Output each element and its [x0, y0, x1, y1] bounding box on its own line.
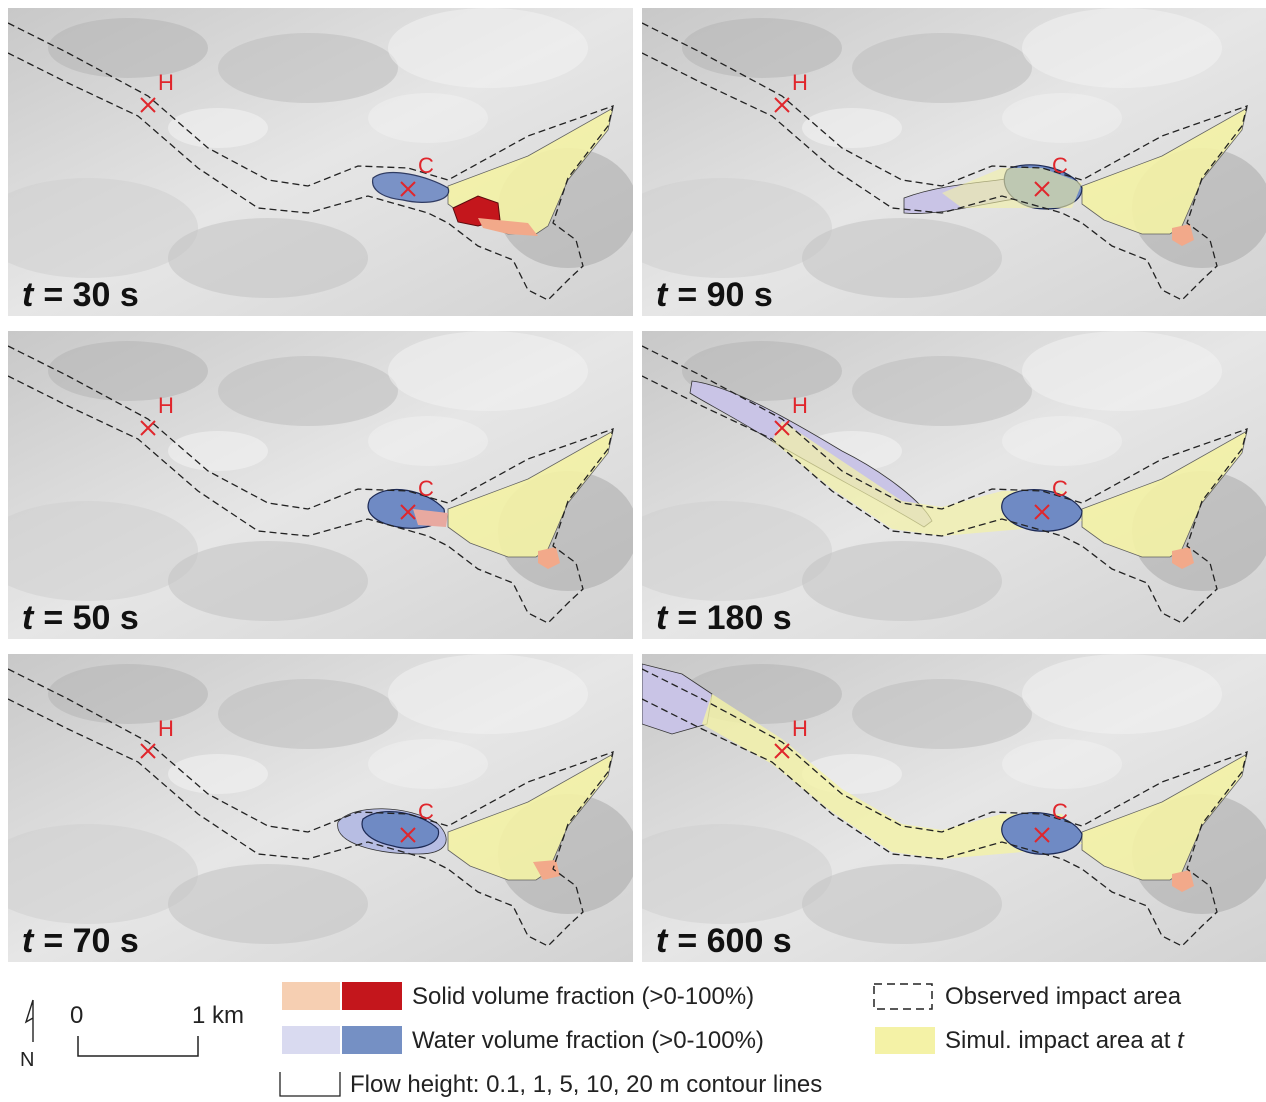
panel-map: H Ct= 180 s: [642, 331, 1266, 639]
panel-map: H Ct= 90 s: [642, 8, 1266, 316]
marker-c-label: C: [1052, 476, 1068, 501]
relief: [1002, 416, 1122, 466]
relief: [368, 739, 488, 789]
relief: [852, 33, 1032, 103]
marker-c-label: C: [418, 153, 434, 178]
scale-bar: [70, 1030, 210, 1064]
relief: [168, 754, 268, 794]
relief: [368, 93, 488, 143]
time-variable: t: [22, 922, 35, 960]
time-variable: t: [656, 599, 669, 637]
north-arrow-shape: [26, 1000, 33, 1042]
marker-c-label: C: [1052, 153, 1068, 178]
time-value: = 70 s: [43, 922, 138, 960]
legend-simulated-text: Simul. impact area at: [945, 1027, 1170, 1054]
relief: [852, 356, 1032, 426]
marker-h-label: H: [792, 716, 808, 741]
contour-swatch-line: [280, 1072, 340, 1096]
legend-observed: Observed impact area: [945, 983, 1181, 1011]
scale-bar-line: [78, 1036, 198, 1056]
page: { "panels": [ {"variable": "t", "time": …: [0, 0, 1266, 1102]
observed-swatch: [872, 982, 936, 1012]
relief: [802, 108, 902, 148]
time-value: = 600 s: [677, 922, 791, 960]
time-variable: t: [656, 276, 669, 314]
marker-c-label: C: [418, 476, 434, 501]
marker-h-label: H: [792, 393, 808, 418]
north-arrow: [18, 996, 48, 1046]
relief: [218, 679, 398, 749]
relief: [1002, 739, 1122, 789]
relief: [1002, 93, 1122, 143]
relief: [168, 541, 368, 621]
relief: [368, 416, 488, 466]
solid-swatch-high: [342, 982, 402, 1010]
map-panel: H Ct= 70 s: [8, 654, 633, 962]
time-variable: t: [22, 599, 35, 637]
legend-simulated-variable: t: [1177, 1027, 1184, 1054]
time-variable: t: [22, 276, 35, 314]
relief: [852, 679, 1032, 749]
time-value: = 50 s: [43, 599, 138, 637]
time-label: t= 600 s: [656, 922, 792, 960]
simulated-swatch: [875, 1027, 935, 1054]
relief: [1022, 8, 1222, 88]
relief: [802, 864, 1002, 944]
relief: [218, 33, 398, 103]
marker-h-label: H: [158, 393, 174, 418]
legend-solid: Solid volume fraction (>0-100%): [412, 983, 754, 1011]
time-value: = 30 s: [43, 276, 138, 314]
time-value: = 90 s: [677, 276, 772, 314]
relief: [168, 218, 368, 298]
time-variable: t: [656, 922, 669, 960]
relief: [388, 331, 588, 411]
panel-map: H Ct= 600 s: [642, 654, 1266, 962]
scale-start: 0: [70, 1002, 83, 1030]
time-value: = 180 s: [677, 599, 791, 637]
marker-h-label: H: [158, 70, 174, 95]
solid-swatch-low: [282, 982, 340, 1010]
legend-simulated: Simul. impact area at t: [945, 1027, 1184, 1055]
marker-h-label: H: [792, 70, 808, 95]
relief: [1022, 654, 1222, 734]
relief: [802, 541, 1002, 621]
relief: [218, 356, 398, 426]
relief: [1022, 331, 1222, 411]
panel-map: H Ct= 50 s: [8, 331, 633, 639]
relief: [388, 8, 588, 88]
time-label: t= 180 s: [656, 599, 792, 637]
relief: [48, 18, 208, 78]
relief: [48, 664, 208, 724]
legend-water: Water volume fraction (>0-100%): [412, 1027, 764, 1055]
north-label: N: [20, 1046, 34, 1074]
observed-swatch-rect: [874, 984, 932, 1009]
marker-c-label: C: [418, 799, 434, 824]
scale-end: 1 km: [192, 1002, 244, 1030]
water-swatch-low: [282, 1026, 340, 1054]
relief: [168, 431, 268, 471]
panel-map: H Ct= 70 s: [8, 654, 633, 962]
water-swatch-high: [342, 1026, 402, 1054]
relief: [802, 218, 1002, 298]
contour-swatch: [278, 1070, 344, 1100]
relief: [388, 654, 588, 734]
marker-c-label: C: [1052, 799, 1068, 824]
legend-contours: Flow height: 0.1, 1, 5, 10, 20 m contour…: [350, 1071, 822, 1099]
relief: [168, 108, 268, 148]
marker-h-label: H: [158, 716, 174, 741]
relief: [168, 864, 368, 944]
relief: [48, 341, 208, 401]
relief: [682, 18, 842, 78]
panel-map: H Ct= 30 s: [8, 8, 633, 316]
